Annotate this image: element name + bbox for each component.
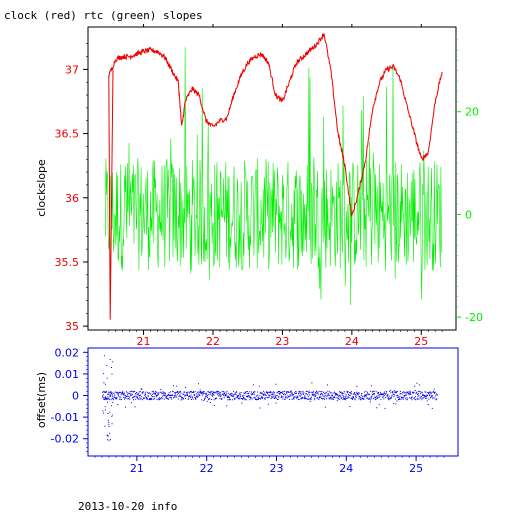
- upper-panel: 21 22 23 24 25 35 35.5 36 36.5 37 -20 0 20 clockslop…: [35, 24, 483, 348]
- upper-y2-tick-label: 20: [465, 106, 479, 119]
- lower-panel: 21 22 23 24 25 -0.02 -0.01 0 0.01 0.02 offset(ms): [35, 346, 459, 475]
- lower-y-axis-label: offset(ms): [35, 372, 48, 428]
- clock-series: [108, 33, 443, 320]
- lower-x-tick-label: 25: [409, 462, 423, 475]
- lower-y-tick-label: -0.01: [51, 411, 79, 424]
- upper-x-tick-label: 25: [414, 335, 428, 348]
- offset-series: [102, 355, 438, 441]
- lower-axes: 21 22 23 24 25 -0.02 -0.01 0 0.01 0.02: [51, 346, 445, 475]
- upper-y-tick-label: 36.5: [55, 128, 80, 141]
- lower-x-tick-label: 22: [200, 462, 214, 475]
- upper-y-tick-label: 35.5: [55, 256, 80, 269]
- upper-y-tick-label: 36: [65, 192, 79, 205]
- lower-x-tick-label: 23: [269, 462, 283, 475]
- upper-x-tick-label: 21: [137, 335, 151, 348]
- upper-x-tick-label: 24: [345, 335, 359, 348]
- upper-y-tick-label: 37: [65, 63, 79, 76]
- upper-y2-tick-label: 0: [465, 208, 472, 221]
- lower-y-tick-label: 0: [72, 390, 79, 403]
- footer-label: 2013-10-20 info: [78, 500, 178, 513]
- upper-plot-frame: [87, 26, 457, 331]
- lower-x-tick-label: 21: [130, 462, 144, 475]
- offset-points: [102, 355, 438, 441]
- lower-plot-frame: [87, 347, 459, 457]
- lower-x-tick-label: 24: [339, 462, 353, 475]
- upper-x-tick-label: 22: [206, 335, 220, 348]
- lower-y-tick-label: -0.02: [51, 433, 79, 446]
- rtc-series: [105, 47, 443, 306]
- lower-y-tick-label: 0.02: [55, 346, 80, 359]
- upper-y-tick-label: 35: [65, 320, 79, 333]
- upper-axes: 21 22 23 24 25 35 35.5 36 36.5 37 -20 0 20: [55, 24, 483, 348]
- upper-x-tick-label: 23: [275, 335, 289, 348]
- upper-y-axis-label: clockslope: [35, 159, 48, 217]
- lower-y-tick-label: 0.01: [55, 368, 80, 381]
- rtc-series-line: [105, 47, 443, 306]
- clock-series-line: [108, 33, 443, 217]
- upper-y2-tick-label: -20: [465, 311, 483, 324]
- clock-initial-dip: [108, 69, 114, 320]
- page-title: clock (red) rtc (green) slopes: [4, 9, 203, 22]
